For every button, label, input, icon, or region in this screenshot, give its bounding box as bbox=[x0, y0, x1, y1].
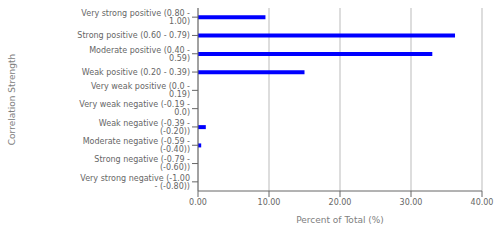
svg-text:30.00: 30.00 bbox=[400, 198, 423, 207]
svg-text:Very weak negative (-0.19 -0.0: Very weak negative (-0.19 -0.0) bbox=[79, 100, 190, 117]
svg-text:Weak negative (-0.39 -(-0.20)): Weak negative (-0.39 -(-0.20)) bbox=[99, 119, 190, 136]
svg-text:Moderate negative (-0.59 -(-0.: Moderate negative (-0.59 -(-0.40)) bbox=[83, 137, 190, 154]
svg-text:Very strong positive (0.80 -1.: Very strong positive (0.80 -1.00) bbox=[81, 9, 190, 26]
svg-text:Correlation Strength: Correlation Strength bbox=[8, 54, 17, 145]
svg-text:Weak positive (0.20 - 0.39): Weak positive (0.20 - 0.39) bbox=[82, 68, 190, 77]
svg-text:Very weak positive (0.0 -0.19): Very weak positive (0.0 -0.19) bbox=[91, 82, 190, 99]
svg-text:0.00: 0.00 bbox=[189, 198, 207, 207]
svg-text:10.00: 10.00 bbox=[258, 198, 281, 207]
svg-text:Very strong negative (-1.00- (: Very strong negative (-1.00- (-0.80)) bbox=[80, 174, 190, 191]
svg-text:Strong negative (-0.79 -(-0.60: Strong negative (-0.79 -(-0.60)) bbox=[94, 155, 190, 172]
svg-text:Percent of Total (%): Percent of Total (%) bbox=[296, 215, 384, 225]
svg-text:20.00: 20.00 bbox=[329, 198, 352, 207]
svg-text:Strong positive (0.60 - 0.79): Strong positive (0.60 - 0.79) bbox=[77, 31, 190, 40]
svg-text:40.00: 40.00 bbox=[471, 198, 492, 207]
svg-text:Moderate positive (0.40 -0.59): Moderate positive (0.40 -0.59) bbox=[89, 46, 190, 63]
